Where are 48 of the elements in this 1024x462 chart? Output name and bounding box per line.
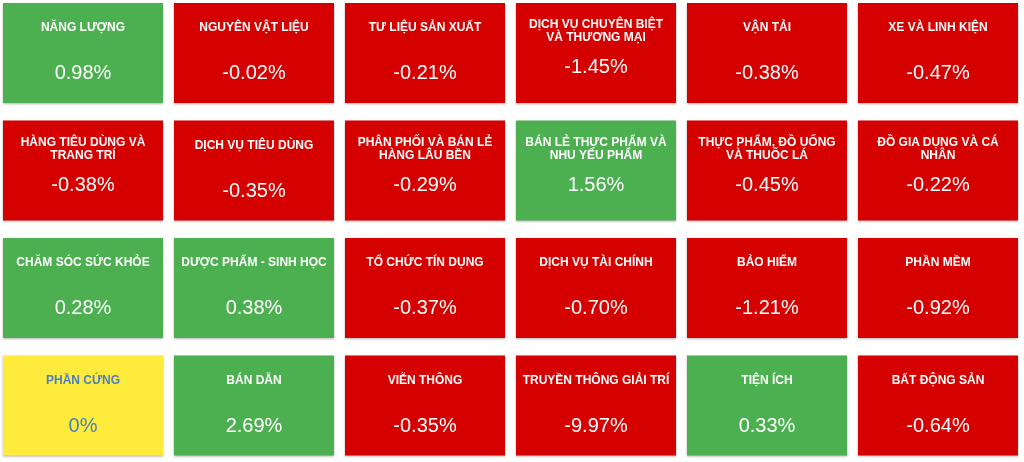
category-label: BẤT ĐỘNG SẢN	[891, 371, 985, 387]
category-label: TỔ CHỨC TÍN DỤNG	[366, 254, 484, 269]
category-label: DỊCH VỤ CHUYÊN BIỆT VÀ THƯƠNG MẠI	[528, 16, 664, 44]
data-label: 0.28%	[54, 296, 112, 318]
data-label: 0.38%	[225, 296, 283, 318]
data-label: -0.29%	[393, 172, 457, 195]
category-label: DỊCH VỤ TÀI CHÍNH	[539, 254, 653, 269]
data-label: -0.02%	[222, 61, 286, 83]
data-label: -0.22%	[906, 172, 970, 195]
category-label: VẬN TẢI	[743, 19, 791, 34]
category-label: TƯ LIỆU SẢN XUẤT	[368, 19, 482, 34]
category-label: ĐỒ GIA DỤNG VÀ CÁ NHÂN	[877, 133, 1000, 162]
data-label: -0.92%	[906, 296, 970, 318]
data-label: -0.37%	[393, 296, 457, 318]
category-label: NĂNG LƯỢNG	[40, 19, 126, 34]
category-label: NGUYÊN VẬT LIỆU	[199, 19, 309, 34]
data-label: 0%	[68, 413, 98, 436]
data-label: 0.98%	[54, 61, 112, 83]
category-label: HÀNG TIÊU DÙNG VÀ TRANG TRÍ	[20, 133, 146, 162]
data-label: -0.38%	[51, 172, 115, 195]
category-label: PHÂN PHỐI VÀ BÁN LẺ HÀNG LÂU BỀN	[357, 133, 493, 162]
data-label: -0.64%	[906, 413, 970, 436]
category-label: BẢO HIỂM	[737, 254, 797, 269]
category-label: DƯỢC PHẨM - SINH HỌC	[181, 254, 328, 269]
category-label: PHẦN CỨNG	[46, 371, 120, 387]
category-label: PHẦN MỀM	[905, 254, 971, 269]
category-label: DỊCH VỤ TIÊU DÙNG	[194, 136, 314, 152]
category-label: BÁN DẪN	[226, 371, 282, 387]
data-label: -0.45%	[735, 172, 799, 195]
category-label: XE VÀ LINH KIỆN	[888, 19, 988, 34]
category-label: BÁN LẺ THỰC PHẨM VÀ NHU YẾU PHẨM	[525, 133, 667, 162]
data-label: -0.35%	[393, 413, 457, 436]
data-label: -0.38%	[735, 61, 799, 83]
data-label: 0.33%	[738, 413, 796, 436]
category-label: THỰC PHẨM, ĐỒ UỐNG VÀ THUỐC LÁ	[698, 133, 836, 162]
data-label: 2.69%	[225, 413, 283, 436]
data-label: -0.70%	[564, 296, 628, 318]
category-label: CHĂM SÓC SỨC KHỎE	[16, 254, 150, 269]
data-label: -1.45%	[564, 55, 628, 77]
data-label: -9.97%	[564, 413, 628, 436]
data-label: -0.35%	[222, 178, 286, 201]
category-label: VIỄN THÔNG	[387, 371, 463, 387]
data-label: -1.21%	[735, 296, 799, 318]
data-label: 1.56%	[567, 172, 625, 195]
category-label: TRUYỀN THÔNG GIẢI TRÍ	[522, 371, 670, 387]
data-label: -0.47%	[906, 61, 970, 83]
data-label: -0.21%	[393, 61, 457, 83]
category-label: TIỆN ÍCH	[741, 371, 793, 387]
